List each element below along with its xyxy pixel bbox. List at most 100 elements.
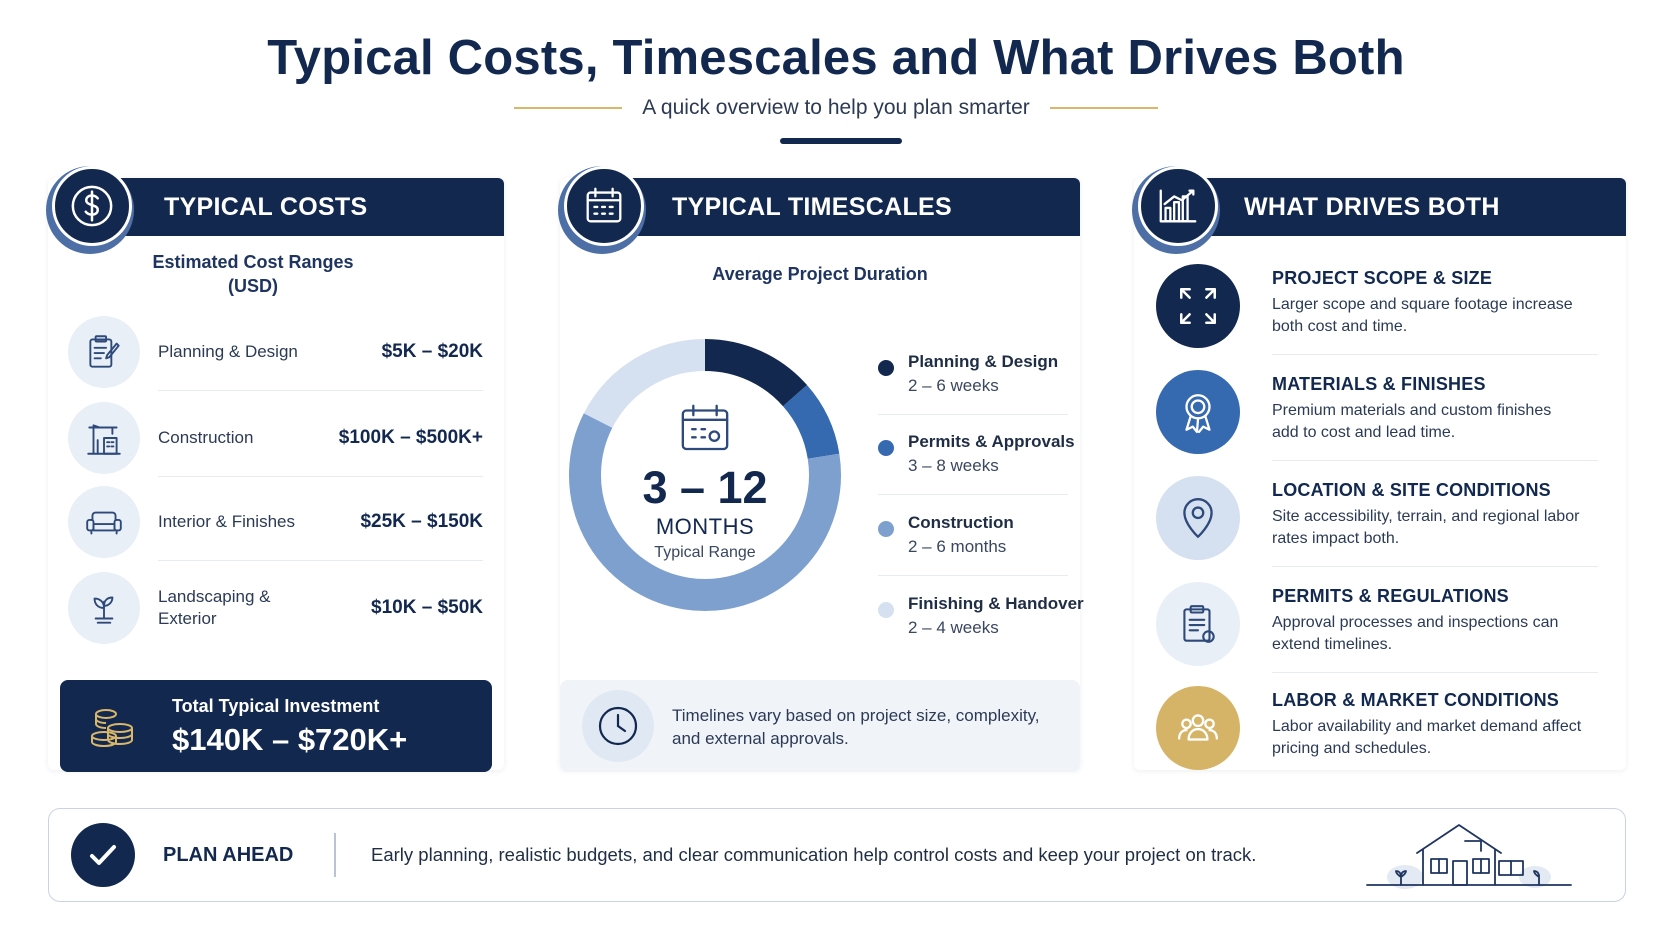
crane-building-icon	[68, 402, 140, 474]
legend-dot	[878, 602, 894, 618]
driver-divider	[1272, 566, 1598, 567]
subtitle-left-rule	[514, 107, 623, 109]
driver-divider	[1272, 672, 1598, 673]
title-underline	[780, 138, 902, 144]
legend-divider	[878, 494, 1068, 495]
cost-label: Construction	[158, 428, 254, 447]
timescales-header-band	[576, 178, 1080, 236]
driver-title: LOCATION & SITE CONDITIONS	[1272, 480, 1551, 500]
sofa-icon	[68, 486, 140, 558]
cost-row-planning: Planning & Design $5K – $20K	[68, 314, 483, 390]
driver-desc: Site accessibility, terrain, and regiona…	[1272, 508, 1580, 547]
coins-icon	[91, 709, 133, 748]
legend-duration: 3 – 8 weeks	[908, 456, 999, 475]
duration-unit: MONTHS	[655, 514, 755, 539]
cost-row-construction: Construction $100K – $500K+	[68, 400, 483, 476]
costs-subheading: Estimated Cost Ranges (USD)	[48, 250, 458, 298]
cost-value: $25K – $150K	[360, 511, 483, 532]
duration-donut-chart	[569, 339, 841, 611]
expand-icon	[1156, 264, 1240, 348]
driver-divider	[1272, 460, 1598, 461]
driver-labor: LABOR & MARKET CONDITIONS Labor availabi…	[1156, 682, 1596, 788]
costs-heading: TYPICAL COSTS	[164, 193, 368, 221]
driver-desc: Approval processes and inspections can e…	[1272, 614, 1559, 653]
legend-name: Permits & Approvals	[908, 432, 1075, 451]
timeline-note: Timelines vary based on project size, co…	[560, 680, 1080, 772]
legend-item-finishing: Finishing & Handover 2 – 4 weeks	[878, 590, 1084, 654]
timescales-subheading: Average Project Duration	[712, 264, 928, 284]
driver-desc: Labor availability and market demand aff…	[1272, 718, 1582, 757]
driver-desc: Larger scope and square footage increase…	[1272, 296, 1573, 335]
location-pin-icon	[1156, 476, 1240, 560]
driver-scope: PROJECT SCOPE & SIZE Larger scope and sq…	[1156, 260, 1596, 366]
timescales-header-icon-wrap	[558, 166, 646, 254]
page-title: Typical Costs, Timescales and What Drive…	[267, 31, 1405, 85]
cost-divider	[158, 560, 483, 561]
cost-value: $5K – $20K	[381, 341, 483, 362]
cost-label: Planning & Design	[158, 342, 298, 361]
donut-segment-1	[704, 339, 808, 407]
calendar-icon	[564, 166, 644, 246]
subtitle-right-rule	[1049, 107, 1158, 109]
checkmark-icon	[71, 823, 135, 887]
costs-subheading-line2: (USD)	[228, 276, 278, 296]
plan-ahead-label: PLAN AHEAD	[163, 844, 294, 866]
donut-segment-4	[583, 339, 706, 429]
costs-subheading-line1: Estimated Cost Ranges	[152, 252, 354, 272]
clipboard-pen-icon	[68, 316, 140, 388]
timeline-note-text: Timelines vary based on project size, co…	[672, 706, 1040, 748]
people-group-icon	[1156, 686, 1240, 770]
legend-dot	[878, 360, 894, 376]
legend-item-construction: Construction 2 – 6 months	[878, 509, 1078, 573]
legend-duration: 2 – 6 weeks	[908, 376, 999, 395]
driver-title: PROJECT SCOPE & SIZE	[1272, 268, 1493, 288]
duration-caption: Typical Range	[654, 544, 756, 561]
bar-chart-icon	[1138, 166, 1218, 246]
legend-name: Finishing & Handover	[908, 594, 1084, 613]
legend-divider	[878, 575, 1068, 576]
legend-item-permits: Permits & Approvals 3 – 8 weeks	[878, 428, 1078, 492]
cost-row-interior: Interior & Finishes $25K – $150K	[68, 484, 483, 560]
driver-permits: PERMITS & REGULATIONS Approval processes…	[1156, 578, 1596, 684]
cost-row-landscaping: Landscaping & Exterior $10K – $50K	[68, 570, 483, 646]
cost-value: $10K – $50K	[371, 597, 483, 618]
clock-icon	[582, 690, 654, 762]
subtitle-row: A quick overview to help you plan smarte…	[0, 96, 1672, 120]
duration-range-value: 3 – 12	[642, 462, 768, 513]
driver-title: MATERIALS & FINISHES	[1272, 374, 1486, 394]
total-label: Total Typical Investment	[172, 696, 380, 716]
dollar-icon	[52, 166, 132, 246]
donut-segment-2	[782, 385, 840, 460]
typical-costs-card: TYPICAL COSTS Estimated Cost Ranges (USD…	[46, 166, 504, 772]
typical-timescales-card: TYPICAL TIMESCALES Average Project Durat…	[558, 166, 1084, 772]
costs-header-icon-wrap	[46, 166, 134, 254]
legend-name: Planning & Design	[908, 352, 1059, 371]
drivers-heading: WHAT DRIVES BOTH	[1244, 193, 1500, 221]
cost-divider	[158, 390, 483, 391]
total-investment-box: Total Typical Investment $140K – $720K+	[60, 680, 492, 772]
cost-label: Interior & Finishes	[158, 512, 295, 531]
driver-materials: MATERIALS & FINISHES Premium materials a…	[1156, 366, 1596, 472]
total-value: $140K – $720K+	[172, 722, 408, 757]
driver-location: LOCATION & SITE CONDITIONS Site accessib…	[1156, 472, 1596, 578]
drivers-header-icon-wrap	[1132, 166, 1220, 254]
plan-ahead-text: Early planning, realistic budgets, and c…	[371, 844, 1257, 865]
what-drives-both-card: WHAT DRIVES BOTH PROJECT SCOPE & SIZE La…	[1132, 166, 1626, 770]
costs-header-band	[66, 178, 504, 236]
banner-separator	[334, 833, 336, 877]
house-icon	[1366, 824, 1572, 889]
checklist-icon	[1156, 582, 1240, 666]
cost-value: $100K – $500K+	[338, 427, 483, 448]
award-ribbon-icon	[1156, 370, 1240, 454]
legend-dot	[878, 521, 894, 537]
donut-segment-3	[569, 413, 841, 611]
plan-ahead-banner: PLAN AHEAD Early planning, realistic bud…	[48, 808, 1626, 902]
driver-desc: Premium materials and custom finishes ad…	[1272, 402, 1552, 441]
legend-duration: 2 – 6 months	[908, 537, 1007, 556]
legend-dot	[878, 440, 894, 456]
cost-label: Landscaping & Exterior	[158, 587, 271, 628]
legend-item-planning: Planning & Design 2 – 6 weeks	[878, 348, 1078, 412]
driver-title: PERMITS & REGULATIONS	[1272, 586, 1509, 606]
driver-divider	[1272, 354, 1598, 355]
cost-divider	[158, 476, 483, 477]
